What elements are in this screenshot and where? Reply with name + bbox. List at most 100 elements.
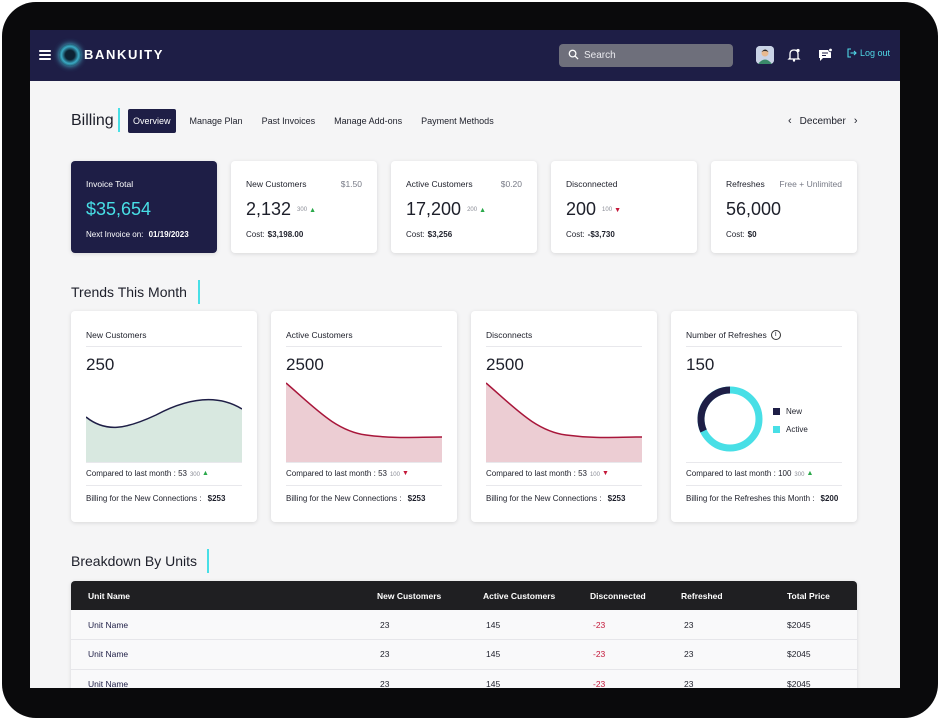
app-screen: BANKUITY Log out Billing Overview Manage… [30,30,900,688]
billing-value: $253 [407,494,426,503]
search-icon [568,49,579,60]
unit-name-link[interactable]: Unit Name [88,678,129,688]
cell-disconnected: -23 [593,619,606,630]
column-header[interactable]: Unit Name [88,590,131,601]
trend-card-new-customers: New Customers 250 Compared to last month… [71,311,257,522]
cost-label: Cost: [246,230,265,239]
messages-icon[interactable] [816,46,834,64]
triangle-down-icon: ▼ [601,470,609,478]
billing-label: Billing for the New Connections : [286,494,402,503]
column-header[interactable]: Total Price [787,590,830,601]
cell-active-customers: 145 [486,619,501,630]
legend-label: Active [786,425,808,434]
divider [286,485,442,486]
legend-item-new: New [773,407,808,416]
tab-past-invoices[interactable]: Past Invoices [261,116,316,126]
divider [86,462,242,463]
kpi-value-row: 200 100 ▼ [566,199,621,220]
user-avatar[interactable] [756,46,774,64]
divider [286,462,442,463]
divider [486,462,642,463]
billing-row: Billing for the New Connections : $253 [286,494,425,503]
table-row[interactable]: Unit Name 23 145 -23 23 $2045 [71,610,857,640]
column-header[interactable]: Disconnected [590,590,646,601]
cell-total-price: $2045 [787,678,811,688]
kpi-delta: 200 [467,207,478,214]
compare-delta: 300 [794,472,805,478]
notification-bell-icon[interactable] [785,46,803,64]
search-box[interactable] [559,44,733,67]
divider [486,346,642,347]
billing-row: Billing for the Refreshes this Month : $2… [686,494,838,503]
trend-label: Active Customers [286,330,353,340]
compare-label: Compared to last month : [686,469,776,478]
month-label: December [799,115,846,127]
unit-name-link[interactable]: Unit Name [88,619,129,630]
month-selector: ‹ December › [788,115,857,127]
kpi-active-customers: Active Customers $0.20 17,200 200 ▲ Cost: $… [391,161,537,253]
kpi-value: 17,200 [406,199,462,219]
donut-legend: New Active [773,407,808,443]
billing-row: Billing for the New Connections : $253 [86,494,225,503]
column-header[interactable]: New Customers [377,590,442,601]
triangle-up-icon: ▲ [806,470,814,478]
compare-delta: 100 [589,472,600,478]
triangle-up-icon: ▲ [201,470,209,478]
unit-name-link[interactable]: Unit Name [88,649,129,660]
compare-value: 53 [378,469,387,478]
table-row[interactable]: Unit Name 23 145 -23 23 $2045 [71,669,857,688]
tab-manage-plan[interactable]: Manage Plan [189,116,243,126]
compare-row: Compared to last month : 100 300 ▲ [686,469,813,478]
kpi-unit-price: $0.20 [500,179,522,189]
logo-icon [59,44,81,66]
trend-value: 250 [86,355,115,374]
trend-label: New Customers [86,330,147,340]
brand-logo[interactable]: BANKUITY [84,47,164,62]
tab-overview[interactable]: Overview [128,109,176,133]
sparkline-chart [286,382,442,463]
section-accent-bar [207,549,209,573]
cost-value: $3,198.00 [267,230,304,239]
tab-payment-methods[interactable]: Payment Methods [421,116,494,126]
chevron-right-icon[interactable]: › [853,115,858,127]
compare-value: 53 [178,469,187,478]
kpi-invoice-total: Invoice Total $35,654 Next Invoice on: 0… [71,161,217,253]
tab-manage-add-ons[interactable]: Manage Add-ons [334,116,403,126]
trends-section-title: Trends This Month [71,284,187,300]
compare-label: Compared to last month : [86,469,176,478]
compare-delta: 100 [389,472,400,478]
page-title: Billing [71,112,114,129]
legend-label: New [786,407,803,416]
cost-label: Cost: [726,230,745,239]
compare-value: 100 [778,469,792,478]
info-icon[interactable]: i [770,330,781,340]
cell-disconnected: -23 [593,678,606,688]
legend-item-active: Active [773,425,808,434]
kpi-value: 2,132 [246,199,292,219]
column-header[interactable]: Refreshed [681,590,723,601]
sparkline-area [486,383,642,463]
breakdown-section-title: Breakdown By Units [71,553,198,569]
top-navbar: BANKUITY Log out [30,30,900,81]
logout-button[interactable]: Log out [847,48,890,58]
hamburger-menu-icon[interactable] [39,50,51,60]
chevron-left-icon[interactable]: ‹ [788,115,792,127]
column-header[interactable]: Active Customers [483,590,556,601]
table-row[interactable]: Unit Name 23 145 -23 23 $2045 [71,639,857,669]
kpi-label: Active Customers [406,179,473,189]
cell-new-customers: 23 [380,649,390,660]
trend-card-disconnects: Disconnects 2500 Compared to last month … [471,311,657,522]
trend-value: 150 [686,355,715,374]
cell-refreshed: 23 [684,649,694,660]
divider [686,346,842,347]
kpi-label: New Customers [246,179,307,189]
kpi-label: Refreshes [726,179,765,189]
trend-card-refreshes: Number of Refreshes i 150 New Active Comp… [671,311,857,522]
donut-segment-new [697,386,731,433]
kpi-label: Invoice Total [86,179,134,189]
trend-label-row: Number of Refreshes i [686,330,781,340]
search-input[interactable] [584,44,724,67]
title-accent-bar [118,108,120,132]
trend-value: 2500 [486,355,524,374]
divider [686,485,842,486]
